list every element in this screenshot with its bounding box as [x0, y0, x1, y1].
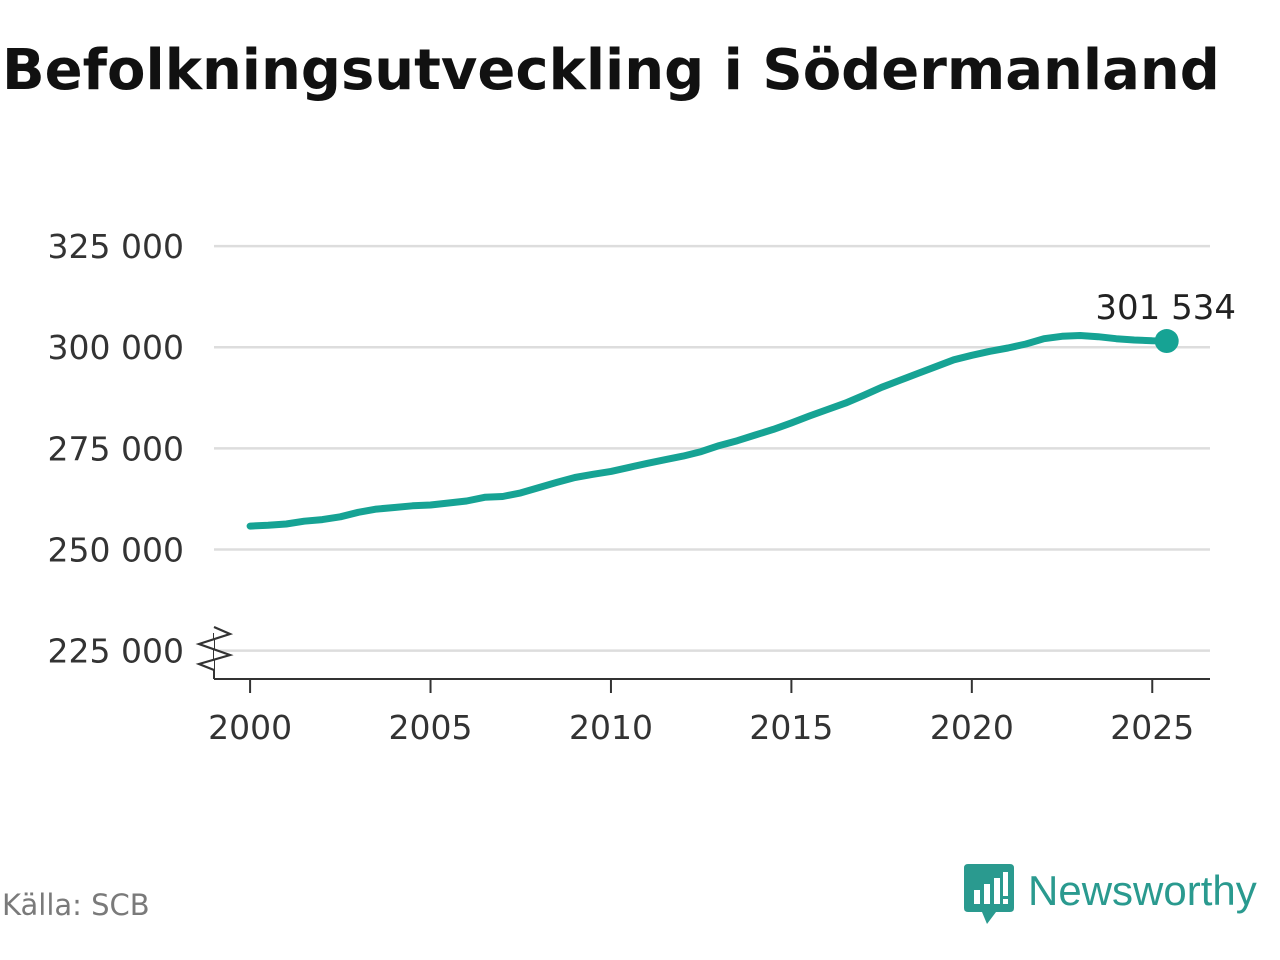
- x-tick-label: 2000: [208, 708, 292, 747]
- x-tick-label: 2010: [569, 708, 653, 747]
- x-tick-label: 2015: [749, 708, 833, 747]
- axis-break-mark: [195, 625, 234, 672]
- end-value-label: 301 534: [1095, 288, 1236, 328]
- x-axis-tick-labels: 2000 2005 2010 2015 2020 2025: [208, 708, 1194, 747]
- chart-title: Befolkningsutveckling i Södermanland: [2, 38, 1220, 103]
- axes: [195, 625, 1210, 693]
- newsworthy-logo-icon: [964, 864, 1014, 924]
- y-tick-label: 300 000: [48, 328, 184, 367]
- y-tick-label: 225 000: [48, 632, 184, 671]
- brand-name: Newsworthy: [1028, 867, 1257, 914]
- y-tick-label: 275 000: [48, 429, 184, 468]
- end-point-marker: [1154, 329, 1179, 354]
- x-tick-label: 2025: [1110, 708, 1194, 747]
- brand-logo[interactable]: Newsworthy: [964, 862, 1257, 928]
- x-tick-label: 2020: [930, 708, 1014, 747]
- y-tick-label: 250 000: [48, 531, 184, 570]
- source-note: Källa: SCB: [2, 888, 150, 922]
- x-tick-label: 2005: [389, 708, 473, 747]
- y-tick-label: 325 000: [48, 227, 184, 266]
- series-line: [246, 332, 1171, 530]
- y-axis-tick-labels: 225 000 250 000 275 000 300 000 325 000: [48, 227, 184, 671]
- series: 301 534: [246, 288, 1236, 530]
